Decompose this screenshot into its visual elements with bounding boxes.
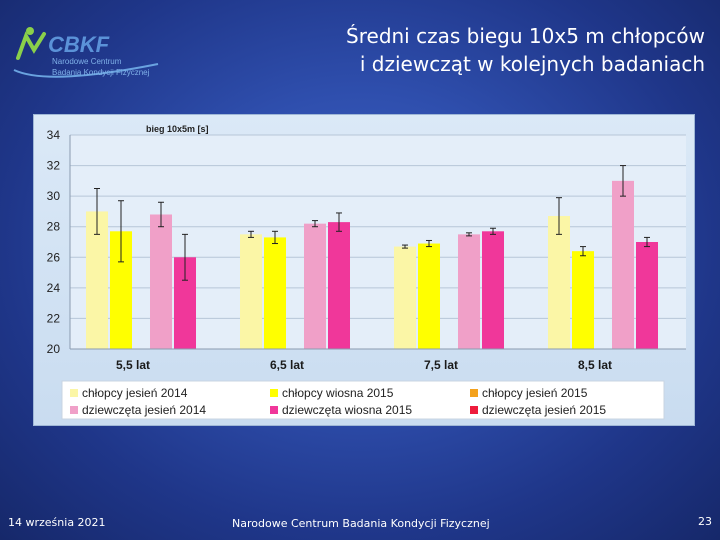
bar	[328, 222, 350, 349]
y-tick-label: 22	[47, 311, 61, 325]
legend-label: dziewczęta jesień 2015	[482, 403, 606, 417]
bar	[150, 214, 172, 349]
category-label: 5,5 lat	[116, 358, 150, 372]
y-tick-label: 26	[47, 250, 61, 264]
legend-swatch	[270, 389, 278, 397]
bar	[458, 234, 480, 349]
legend-swatch	[70, 389, 78, 397]
legend-label: dziewczęta wiosna 2015	[282, 403, 412, 417]
legend-swatch	[70, 406, 78, 414]
chart-title: bieg 10x5m [s]	[146, 124, 209, 134]
category-label: 6,5 lat	[270, 358, 304, 372]
y-tick-label: 28	[47, 220, 61, 234]
slide-title: Średni czas biegu 10x5 m chłopców i dzie…	[250, 22, 705, 78]
legend-label: chłopcy jesień 2014	[82, 386, 188, 400]
bar	[174, 257, 196, 349]
y-tick-label: 34	[47, 128, 61, 142]
legend: chłopcy jesień 2014 chłopcy wiosna 2015 ch…	[61, 380, 665, 420]
logo-sub2: Badania Kondycji Fizycznej	[52, 68, 150, 77]
bar	[240, 234, 262, 349]
legend-label: chłopcy wiosna 2015	[282, 386, 394, 400]
category-label: 8,5 lat	[578, 358, 612, 372]
y-tick-label: 30	[47, 189, 61, 203]
chart-panel: bieg 10x5m [s] 20 22 24 26 28 30 32 34 5,5 lat 6,…	[33, 114, 695, 426]
y-tick-label: 24	[47, 281, 61, 295]
legend-swatch	[270, 406, 278, 414]
bar	[304, 223, 326, 349]
axes: 20 22 24 26 28 30 32 34 5,5 lat 6,5 lat 7,5 lat 8,5…	[47, 128, 686, 372]
logo-sub1: Narodowe Centrum	[52, 57, 122, 66]
page-number: 23	[698, 515, 712, 528]
slide-title-line2: i dziewcząt w kolejnych badaniach	[359, 52, 705, 76]
bar	[572, 251, 594, 349]
y-tick-label: 20	[47, 342, 61, 356]
cbkf-logo: CBKF Narodowe Centrum Badania Kondycji F…	[13, 27, 159, 78]
footer-center: Narodowe Centrum Badania Kondycji Fizycz…	[232, 517, 490, 530]
bar	[264, 237, 286, 349]
legend-label: dziewczęta jesień 2014	[82, 403, 206, 417]
bar	[110, 231, 132, 349]
bar-chart: bieg 10x5m [s] 20 22 24 26 28 30 32 34 5,5 lat 6,…	[47, 124, 686, 420]
footer-date: 14 września 2021	[8, 516, 106, 529]
category-label: 7,5 lat	[424, 358, 458, 372]
bar	[482, 231, 504, 349]
bar	[86, 211, 108, 349]
bars	[86, 165, 658, 349]
runner-icon	[13, 27, 159, 78]
bar	[636, 242, 658, 349]
y-tick-label: 32	[47, 159, 61, 173]
slide-title-line1: Średni czas biegu 10x5 m chłopców	[346, 24, 705, 48]
legend-box	[61, 380, 665, 420]
bar	[418, 243, 440, 349]
bar	[612, 180, 634, 349]
legend-swatch	[470, 406, 478, 414]
bar	[548, 216, 570, 349]
legend-label: chłopcy jesień 2015	[482, 386, 588, 400]
legend-swatch	[470, 389, 478, 397]
logo-name: CBKF	[48, 32, 110, 57]
bar	[394, 246, 416, 349]
